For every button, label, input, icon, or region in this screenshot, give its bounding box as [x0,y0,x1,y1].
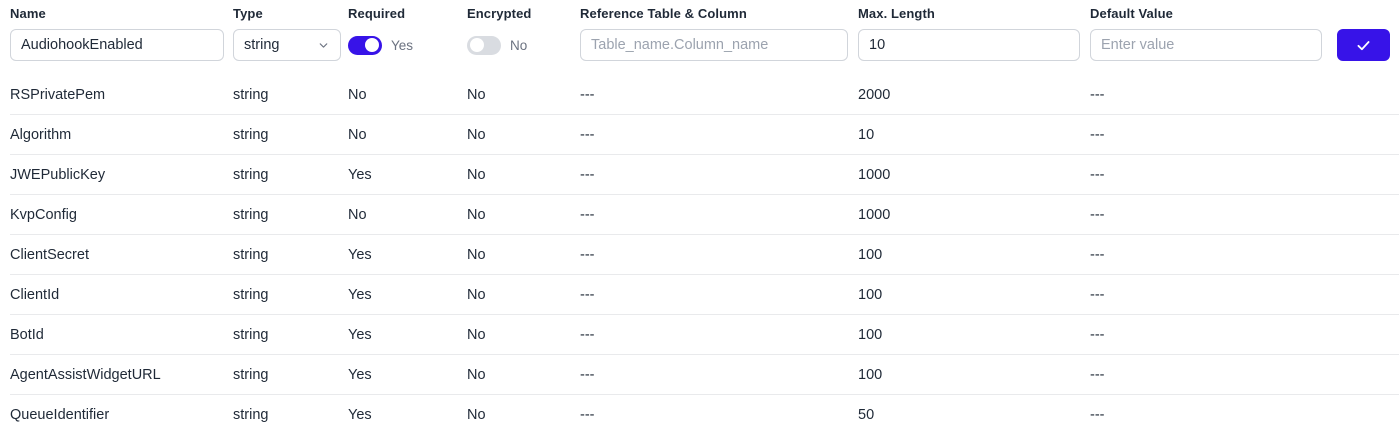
cell-default: --- [1090,246,1105,263]
cell-reference: --- [580,86,595,103]
cell-default: --- [1090,286,1105,303]
cell-required: Yes [348,406,372,423]
cell-default: --- [1090,126,1105,143]
table-row[interactable]: ClientSecret string Yes No --- 100 --- [10,235,1399,275]
cell-default: --- [1090,86,1105,103]
cell-encrypted: No [467,86,486,103]
cell-required: No [348,206,367,223]
cell-default: --- [1090,166,1105,183]
required-toggle[interactable] [348,35,382,55]
cell-encrypted: No [467,246,486,263]
cell-required: Yes [348,326,372,343]
cell-reference: --- [580,326,595,343]
cell-max-length: 2000 [858,86,891,103]
cell-max-length: 1000 [858,166,891,183]
cell-required: No [348,86,367,103]
cell-reference: --- [580,286,595,303]
cell-type: string [233,166,269,183]
cell-reference: --- [580,406,595,423]
cell-reference: --- [580,206,595,223]
table-row[interactable]: ClientId string Yes No --- 100 --- [10,275,1399,315]
cell-encrypted: No [467,406,486,423]
cell-required: Yes [348,166,372,183]
cell-default: --- [1090,206,1105,223]
cell-default: --- [1090,406,1105,423]
column-header-default: Default Value [1090,6,1173,21]
toggle-knob [365,38,379,52]
cell-reference: --- [580,126,595,143]
cell-encrypted: No [467,126,486,143]
cell-name: ClientId [10,286,60,303]
cell-max-length: 100 [858,366,883,383]
cell-reference: --- [580,246,595,263]
cell-type: string [233,366,269,383]
edit-field-form-row: string Yes No [10,29,1399,61]
toggle-knob [470,38,484,52]
column-header-type: Type [233,6,263,21]
cell-name: RSPrivatePem [10,86,106,103]
max-length-input[interactable] [858,29,1080,61]
table-row[interactable]: Algorithm string No No --- 10 --- [10,115,1399,155]
cell-type: string [233,126,269,143]
cell-default: --- [1090,366,1105,383]
column-header-reference: Reference Table & Column [580,6,747,21]
cell-name: QueueIdentifier [10,406,110,423]
column-header-max-length: Max. Length [858,6,935,21]
encrypted-toggle-label: No [510,37,528,53]
table-row[interactable]: RSPrivatePem string No No --- 2000 --- [10,75,1399,115]
cell-name: AgentAssistWidgetURL [10,366,161,383]
column-header-name: Name [10,6,46,21]
cell-type: string [233,326,269,343]
cell-reference: --- [580,366,595,383]
table-row[interactable]: AgentAssistWidgetURL string Yes No --- 1… [10,355,1399,395]
table-row[interactable]: QueueIdentifier string Yes No --- 50 --- [10,395,1399,430]
type-select-value: string [244,37,280,53]
cell-max-length: 100 [858,246,883,263]
required-toggle-label: Yes [391,37,414,53]
cell-max-length: 100 [858,326,883,343]
cell-name: JWEPublicKey [10,166,106,183]
cell-max-length: 100 [858,286,883,303]
cell-encrypted: No [467,286,486,303]
cell-required: Yes [348,246,372,263]
cell-type: string [233,406,269,423]
cell-max-length: 10 [858,126,875,143]
cell-max-length: 1000 [858,206,891,223]
cell-name: BotId [10,326,44,343]
cell-encrypted: No [467,366,486,383]
cell-type: string [233,286,269,303]
table-row[interactable]: BotId string Yes No --- 100 --- [10,315,1399,355]
cell-type: string [233,86,269,103]
column-header-required: Required [348,6,406,21]
table-row[interactable]: JWEPublicKey string Yes No --- 1000 --- [10,155,1399,195]
cell-type: string [233,206,269,223]
cell-required: Yes [348,366,372,383]
name-input[interactable] [10,29,224,61]
reference-table-column-input[interactable] [580,29,848,61]
cell-reference: --- [580,166,595,183]
column-header-encrypted: Encrypted [467,6,532,21]
cell-name: KvpConfig [10,206,77,223]
cell-required: No [348,126,367,143]
check-icon [1357,40,1370,50]
default-value-input[interactable] [1090,29,1322,61]
cell-name: ClientSecret [10,246,89,263]
type-select[interactable]: string [233,29,341,61]
cell-required: Yes [348,286,372,303]
cell-name: Algorithm [10,126,72,143]
cell-encrypted: No [467,206,486,223]
column-headers: Name Type Required Encrypted Reference T… [10,6,1399,21]
table-row[interactable]: KvpConfig string No No --- 1000 --- [10,195,1399,235]
cell-default: --- [1090,326,1105,343]
cell-max-length: 50 [858,406,875,423]
field-table-body: RSPrivatePem string No No --- 2000 --- A… [10,75,1399,430]
encrypted-toggle[interactable] [467,35,501,55]
confirm-button[interactable] [1337,29,1390,61]
cell-encrypted: No [467,166,486,183]
cell-type: string [233,246,269,263]
chevron-down-icon [319,42,328,48]
cell-encrypted: No [467,326,486,343]
